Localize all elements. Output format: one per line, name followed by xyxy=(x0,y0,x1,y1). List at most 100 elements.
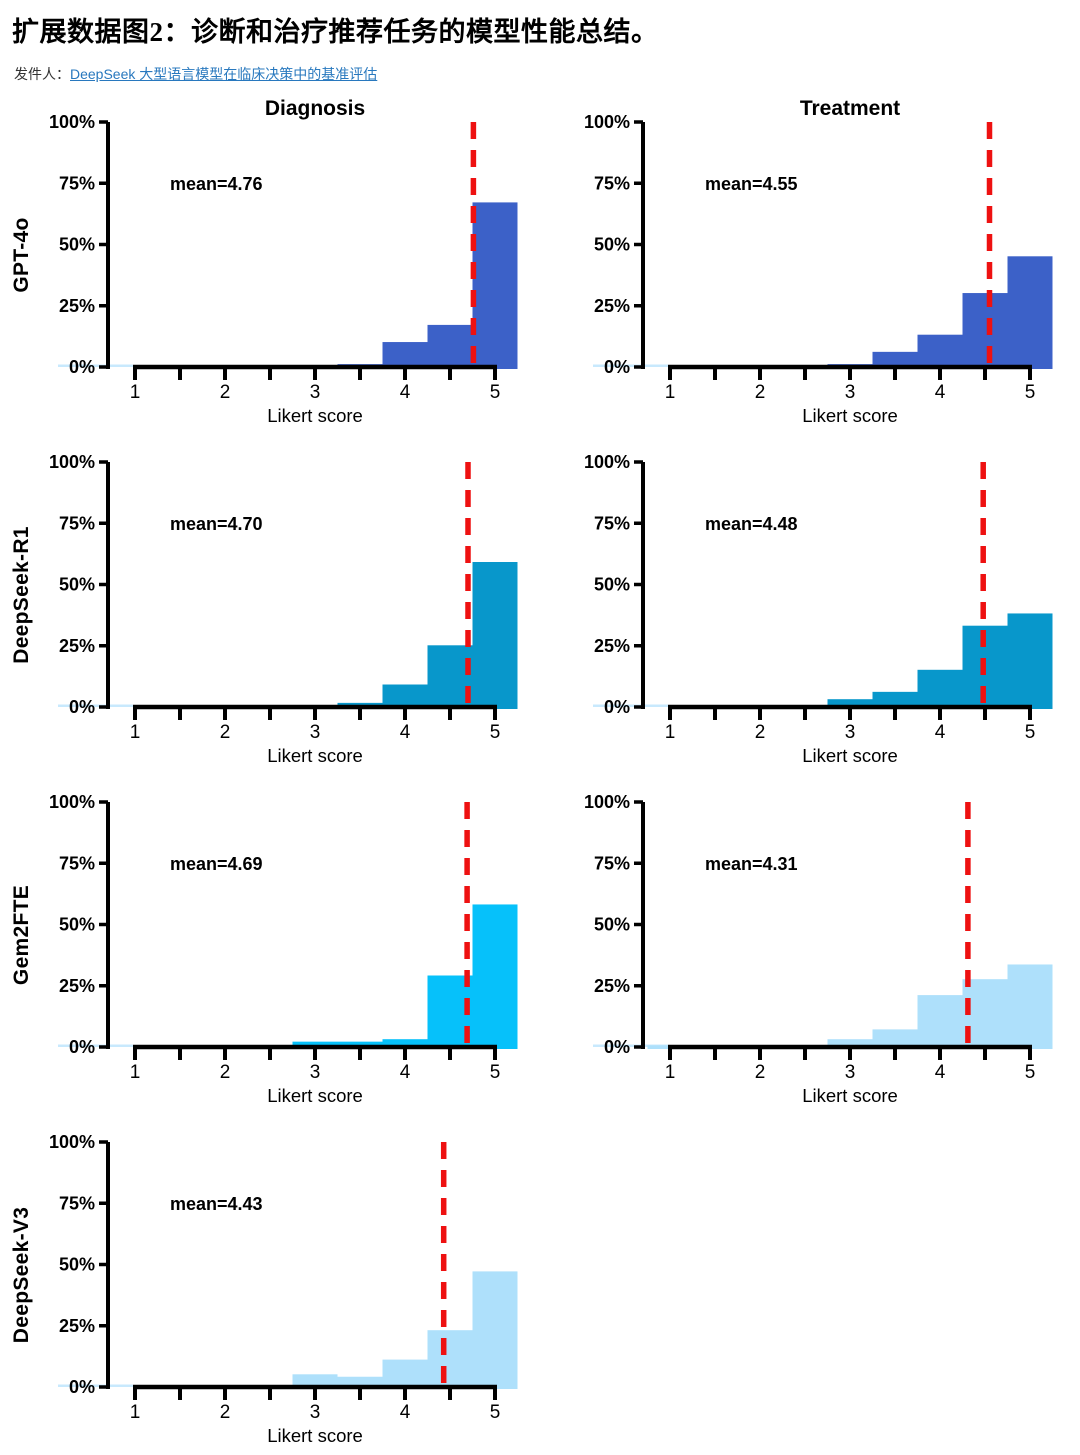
figure-header: 扩展数据图2：诊断和治疗推荐任务的模型性能总结。 发件人：DeepSeek 大型… xyxy=(0,0,1080,95)
chart-svg: 1 2 3 4 5 Likert score 0% 25% 50% 75% 100% mean=4.7… xyxy=(49,452,518,766)
x-tick-label: 4 xyxy=(400,1062,411,1083)
y-tick-label: 0% xyxy=(604,697,630,717)
x-axis-title: Likert score xyxy=(267,405,363,426)
mean-label: mean=4.31 xyxy=(705,854,798,874)
x-axis-title: Likert score xyxy=(802,405,898,426)
row-label-gem2fte: Gem2FTE xyxy=(0,775,40,1115)
y-tick-label: 50% xyxy=(594,575,630,595)
y-tick-label: 75% xyxy=(59,173,95,193)
x-tick-label: 5 xyxy=(490,1402,501,1423)
model-label: Gem2FTE xyxy=(10,884,33,986)
y-tick-label: 0% xyxy=(69,697,95,717)
y-tick-label: 100% xyxy=(584,792,630,812)
bar xyxy=(917,669,963,709)
x-tick-label: 4 xyxy=(400,382,411,403)
x-tick-label: 1 xyxy=(130,1062,141,1083)
y-tick-label: 75% xyxy=(59,1193,95,1213)
chart-svg: 1 2 3 4 5 Likert score 0% 25% 50% 75% 100% mean=4.5… xyxy=(584,97,1053,426)
x-tick-label: 5 xyxy=(1025,382,1036,403)
mean-label: mean=4.69 xyxy=(170,854,263,874)
y-tick-label: 0% xyxy=(69,357,95,377)
chart-grid: GPT-4o 1 2 3 4 5 Likert score 0% 25% 50% 75% 100% m… xyxy=(0,95,1080,1455)
bar xyxy=(917,995,963,1049)
x-axis-title: Likert score xyxy=(802,745,898,766)
x-tick-label: 2 xyxy=(220,1402,231,1423)
x-tick-label: 3 xyxy=(310,1402,321,1423)
x-tick-label: 5 xyxy=(490,722,501,743)
x-tick-label: 3 xyxy=(845,722,856,743)
model-label: DeepSeek-V3 xyxy=(10,1206,33,1344)
bar xyxy=(472,562,518,709)
column-title: Diagnosis xyxy=(265,97,365,120)
x-tick-label: 1 xyxy=(665,722,676,743)
bar xyxy=(427,645,473,709)
bar xyxy=(917,334,963,369)
bar xyxy=(382,1039,428,1049)
y-tick-label: 50% xyxy=(59,235,95,255)
y-tick-label: 25% xyxy=(59,636,95,656)
y-tick-label: 25% xyxy=(59,976,95,996)
y-tick-label: 25% xyxy=(594,636,630,656)
y-tick-label: 50% xyxy=(594,915,630,935)
histogram-gpt-4o-treatment: 1 2 3 4 5 Likert score 0% 25% 50% 75% 100% mean=4.5… xyxy=(575,95,1080,435)
x-tick-label: 4 xyxy=(935,1062,946,1083)
y-tick-label: 100% xyxy=(584,452,630,472)
x-tick-label: 3 xyxy=(845,382,856,403)
y-tick-label: 50% xyxy=(59,575,95,595)
bar xyxy=(962,293,1008,369)
baseline-artifact xyxy=(593,364,668,367)
y-tick-label: 25% xyxy=(594,296,630,316)
source-line: 发件人：DeepSeek 大型语言模型在临床决策中的基准评估 xyxy=(14,64,1080,84)
x-tick-label: 3 xyxy=(845,1062,856,1083)
y-tick-label: 100% xyxy=(49,112,95,132)
baseline-artifact xyxy=(58,364,133,367)
histogram-deepseek-r1-treatment: 1 2 3 4 5 Likert score 0% 25% 50% 75% 100% mean=4.4… xyxy=(575,435,1080,775)
y-tick-label: 75% xyxy=(594,853,630,873)
y-tick-label: 100% xyxy=(584,112,630,132)
y-tick-label: 50% xyxy=(59,915,95,935)
x-tick-label: 4 xyxy=(400,722,411,743)
baseline-artifact xyxy=(593,704,668,707)
y-tick-label: 0% xyxy=(604,357,630,377)
bar xyxy=(1007,964,1053,1049)
x-tick-label: 2 xyxy=(755,1062,766,1083)
y-tick-label: 50% xyxy=(59,1255,95,1275)
x-tick-label: 4 xyxy=(935,382,946,403)
chart-svg: 1 2 3 4 5 Likert score 0% 25% 50% 75% 100% mean=4.4… xyxy=(584,452,1053,766)
mean-label: mean=4.43 xyxy=(170,1194,263,1214)
baseline-artifact xyxy=(58,704,133,707)
x-tick-label: 5 xyxy=(490,1062,501,1083)
y-tick-label: 75% xyxy=(594,513,630,533)
x-axis-title: Likert score xyxy=(802,1085,898,1106)
bar xyxy=(1007,256,1053,369)
y-tick-label: 0% xyxy=(69,1037,95,1057)
model-label: GPT-4o xyxy=(10,217,33,293)
x-tick-label: 1 xyxy=(665,382,676,403)
source-link[interactable]: DeepSeek 大型语言模型在临床决策中的基准评估 xyxy=(70,66,378,82)
baseline-artifact xyxy=(58,1384,133,1387)
mean-label: mean=4.76 xyxy=(170,174,263,194)
y-tick-label: 75% xyxy=(59,513,95,533)
y-tick-label: 75% xyxy=(594,173,630,193)
y-tick-label: 50% xyxy=(594,235,630,255)
chart-svg: 1 2 3 4 5 Likert score 0% 25% 50% 75% 100% mean=4.6… xyxy=(49,792,518,1106)
mean-label: mean=4.70 xyxy=(170,514,263,534)
histogram-gem2fte-diagnosis: 1 2 3 4 5 Likert score 0% 25% 50% 75% 100% mean=4.6… xyxy=(40,775,575,1115)
mean-label: mean=4.48 xyxy=(705,514,798,534)
empty-cell xyxy=(575,1115,1080,1455)
bar xyxy=(872,691,918,709)
x-tick-label: 3 xyxy=(310,1062,321,1083)
x-tick-label: 3 xyxy=(310,382,321,403)
row-label-deepseek-v3: DeepSeek-V3 xyxy=(0,1115,40,1455)
x-tick-label: 1 xyxy=(665,1062,676,1083)
y-tick-label: 25% xyxy=(59,296,95,316)
y-tick-label: 25% xyxy=(594,976,630,996)
bar xyxy=(472,1271,518,1389)
from-label: 发件人： xyxy=(14,66,70,82)
x-tick-label: 2 xyxy=(220,382,231,403)
bar xyxy=(827,1039,873,1049)
y-tick-label: 0% xyxy=(604,1037,630,1057)
histogram-deepseek-r1-diagnosis: 1 2 3 4 5 Likert score 0% 25% 50% 75% 100% mean=4.7… xyxy=(40,435,575,775)
x-tick-label: 2 xyxy=(220,1062,231,1083)
x-tick-label: 5 xyxy=(1025,1062,1036,1083)
